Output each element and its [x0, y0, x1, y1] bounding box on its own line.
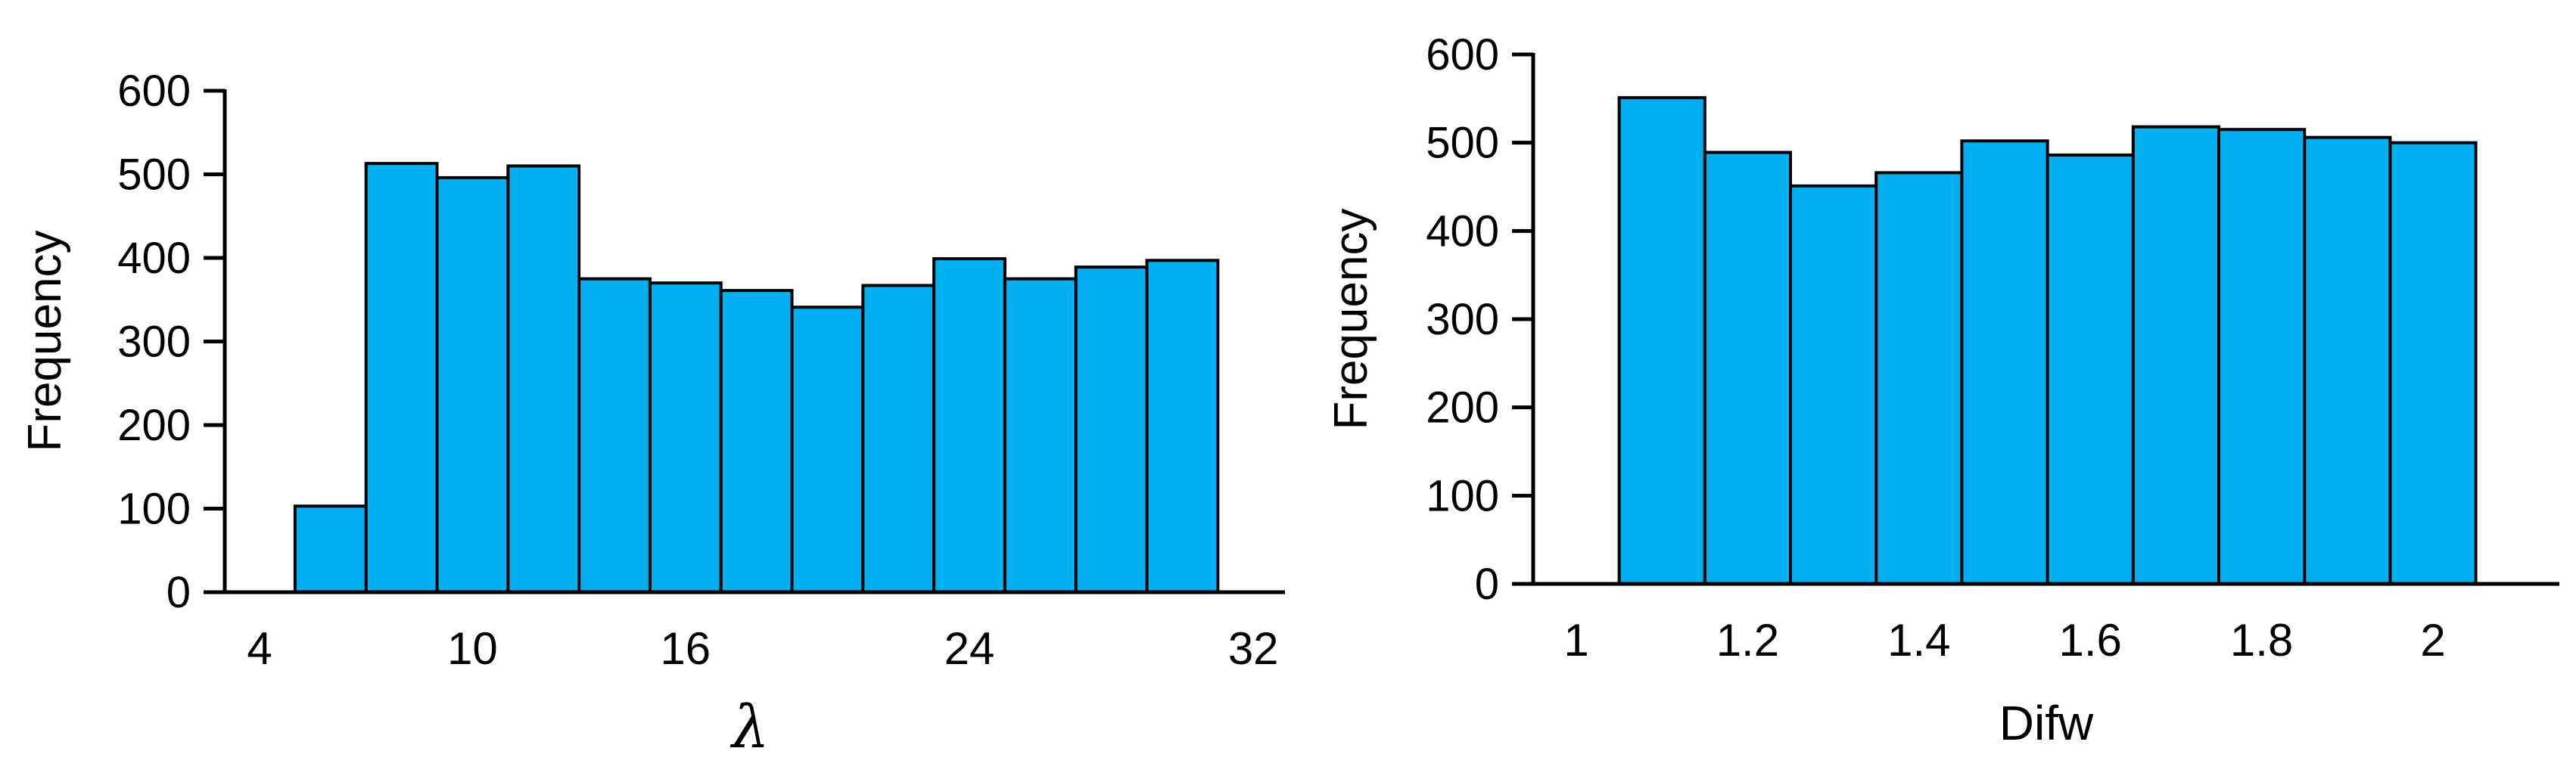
histogram-bar [648, 281, 723, 594]
y-tick-label: 0 [166, 568, 191, 617]
histogram-bar [1003, 277, 1078, 594]
histogram-bar [1074, 265, 1149, 594]
y-tick-label: 500 [117, 151, 191, 200]
histogram-bar [861, 284, 936, 594]
histogram-bars [293, 162, 1220, 594]
y-tick-label: 500 [1426, 119, 1499, 168]
y-axis-title: Frequency [1325, 209, 1377, 430]
x-tick-label: 16 [660, 623, 711, 674]
histogram-bar [506, 164, 581, 594]
histogram-bar [1874, 171, 1964, 586]
histogram-bar [577, 277, 652, 594]
histogram-bar [1789, 184, 1878, 586]
y-tick-label: 400 [1426, 206, 1499, 256]
x-axis-title: λ [730, 694, 769, 762]
histogram-bar [932, 257, 1006, 594]
histogram-bar [2303, 135, 2392, 585]
x-tick-label: 1.6 [2058, 615, 2121, 666]
y-tick-label: 300 [1426, 295, 1499, 344]
x-axis-title: Difw [1999, 696, 2094, 750]
x-tick-label: 4 [247, 623, 272, 674]
histogram-bars [1617, 96, 2478, 586]
y-tick-label: 200 [117, 401, 191, 450]
x-tick-label: 10 [447, 623, 498, 674]
y-tick-label: 300 [117, 318, 191, 367]
y-tick-label: 0 [1475, 560, 1499, 609]
x-tick-label: 1.8 [2230, 615, 2293, 666]
histogram-bar [2046, 154, 2135, 585]
histogram-bar [719, 289, 794, 594]
y-tick-label: 600 [117, 67, 191, 116]
x-tick-label: 1.4 [1887, 615, 1950, 666]
histogram-bar [790, 306, 865, 594]
x-tick-label: 32 [1228, 623, 1279, 674]
histogram-bar [1617, 96, 1706, 585]
histogram-bar [1960, 139, 2049, 586]
histogram-bar [435, 175, 510, 594]
y-axis-title: Frequency [19, 231, 71, 452]
x-tick-label: 2 [2420, 615, 2445, 666]
y-tick-label: 200 [1426, 383, 1499, 433]
lambda-histogram: 0 100 200 300 400 500 600 4 10 16 24 32 Frequency λ [19, 67, 1285, 762]
histogram-bar [1145, 259, 1220, 594]
histogram-bar [364, 162, 439, 594]
x-tick-label: 1 [1563, 615, 1588, 666]
x-tick-label: 24 [944, 623, 995, 674]
histogram-bar [2388, 141, 2478, 585]
x-tick-label: 1.2 [1716, 615, 1779, 666]
y-tick-label: 400 [117, 234, 191, 283]
histogram-bar [1703, 151, 1793, 585]
difw-histogram: 0 100 200 300 400 500 600 1 1.2 1.4 1.6 1.8 2 Frequen… [1325, 30, 2559, 750]
histogram-bar [2131, 125, 2221, 585]
y-tick-label: 100 [117, 485, 191, 534]
y-tick-label: 100 [1426, 471, 1499, 520]
y-tick-label: 600 [1426, 30, 1499, 79]
histogram-bar [2217, 128, 2307, 585]
histogram-bar [293, 504, 368, 594]
